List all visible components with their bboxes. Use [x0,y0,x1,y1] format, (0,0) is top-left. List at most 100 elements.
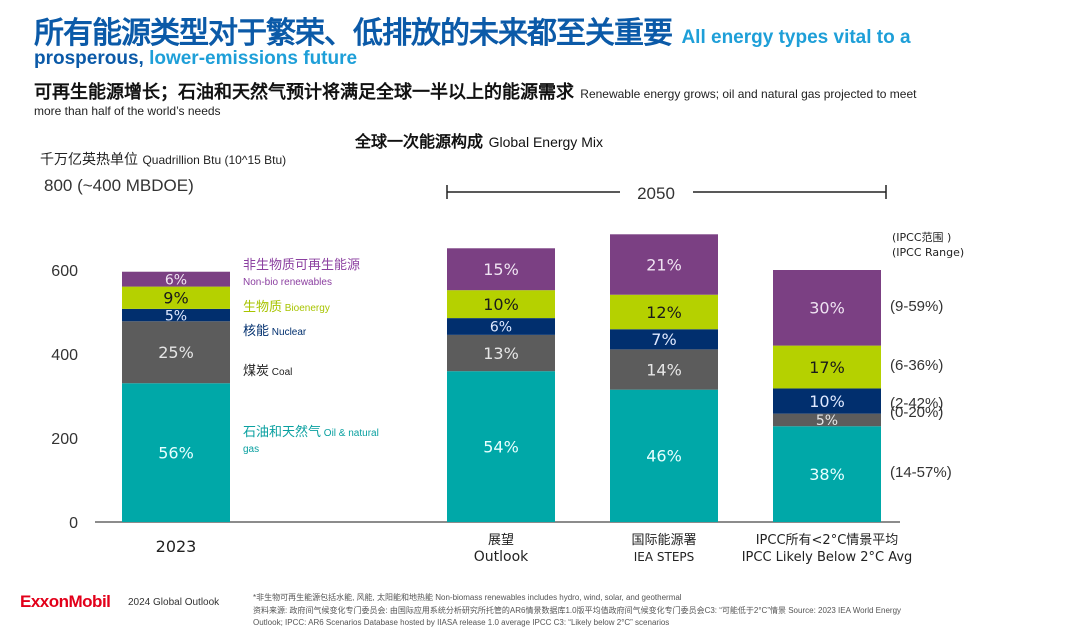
legend-item: 生物质 Bioenergy [243,296,330,315]
legend-label-en: Coal [269,367,293,378]
data-label: 30% [809,299,845,318]
x-category-label: IPCC所有<2°C情景平均 IPCC Likely Below 2°C Avg [737,532,917,566]
bar-segment [122,286,230,309]
data-label: 12% [646,303,682,322]
y-tick-label: 0 [69,515,78,532]
data-label: 15% [483,260,519,279]
data-label: 5% [816,413,838,429]
y-axis-unit-en: Quadrillion Btu (10^15 Btu) [142,153,287,167]
legend-item: 非生物质可再生能源 Non-bio renewables [243,258,383,290]
x-category-cn: IPCC所有<2°C情景平均 [755,533,899,548]
bar-segment [447,248,555,291]
bar-segment [122,383,230,522]
exxonmobil-logo: ExxonMobil [20,592,111,611]
legend-label-cn: 石油和天然气 [243,425,322,440]
subtitle: 可再生能源增长；石油和天然气预计将满足全球一半以上的能源需求 Renewable… [34,78,916,104]
page-title-en: All energy types vital to a [681,27,911,48]
legend-label-en: Oil & natural gas [243,428,379,455]
bar-segment [447,318,555,335]
y-tick-label: 400 [51,347,78,364]
ipcc-range-label: (2-42%) [890,395,944,413]
report-name: 2024 Global Outlook [128,597,220,608]
data-label: 7% [651,330,676,349]
y-axis-unit-cn: 千万亿英热单位 [40,152,138,168]
page-title-en-part-b: lower-emissions future [149,48,358,69]
legend-item: 核能 Nuclear [243,320,306,339]
legend-label-cn: 非生物质可再生能源 [243,258,361,273]
x-category-cn: 展望 [487,533,514,548]
bar-segment [610,349,718,390]
data-label: 56% [158,444,194,463]
bar-segment [122,308,230,322]
legend-label-en: Non-bio renewables [243,277,332,288]
x-category-label: 展望 Outlook [411,532,591,566]
x-category-en: 2023 [155,537,197,556]
footnote-3: Outlook; IPCC: AR6 Scenarios Database ho… [253,618,670,627]
legend-label-cn: 核能 [243,324,270,339]
chart-title-cn: 全球一次能源构成 [355,132,484,151]
data-label: 54% [483,438,519,457]
ipcc-range-label: (14-57%) [890,464,952,482]
legend-item: 石油和天然气 Oil & natural gas [243,425,383,457]
x-category-cn: 国际能源署 [631,533,697,548]
footnote-2: 资料来源: 政府间气候变化专门委员会: 由国际应用系统分析研究所托管的AR6情景… [253,606,902,615]
legend-label-en: Nuclear [269,327,307,338]
data-label: 5% [165,308,187,324]
x-category-label: 国际能源署 IEA STEPS [574,532,754,566]
ipcc-range-label: (6-36%) [890,357,944,375]
data-label: 6% [165,272,187,288]
y-axis-top-label: 800 (~400 MBDOE) [44,176,194,195]
data-label: 46% [646,447,682,466]
subtitle-en: Renewable energy grows; oil and natural … [580,87,917,101]
data-label: 9% [163,289,188,308]
data-label: 6% [490,320,512,336]
x-category-en: IPCC Likely Below 2°C Avg [741,550,913,565]
y-tick-label: 600 [51,263,78,280]
x-category-label: 2023 [86,538,266,555]
page-title: 所有能源类型对于繁荣、低排放的未来都至关重要 All energy types … [34,8,911,52]
footnote-1: *非生物可再生能源包括水能, 风能, 太阳能和地热能 Non-biomass r… [253,593,682,602]
data-label: 10% [483,295,519,314]
ipcc-range-label: (9-59%) [890,297,944,315]
ipcc-range-label: (0-20%) [890,403,944,421]
bar-segment [122,271,230,287]
legend-item: 煤炭 Coal [243,360,292,379]
legend-label-cn: 煤炭 [243,364,270,379]
bar-segment [122,321,230,384]
bar-segment [447,334,555,372]
bar-segment [447,371,555,522]
bar-segment [610,234,718,295]
page-title-en-continued: prosperous, lower-emissions future [34,48,357,70]
data-label: 10% [809,392,845,411]
ipcc-range-header-en: (IPCC Range) [892,246,965,259]
bar-segment [773,426,881,522]
legend-label-cn: 生物质 [243,300,283,315]
data-label: 38% [809,465,845,484]
bar-segment [610,329,718,350]
page-title-en-part-a: prosperous, [34,48,150,69]
y-tick-label: 200 [51,431,78,448]
data-label: 25% [158,343,194,362]
x-category-en: IEA STEPS [633,550,695,564]
bar-segment [773,270,881,346]
data-label: 17% [809,358,845,377]
data-label: 21% [646,255,682,274]
subtitle-en-continued: more than half of the world’s needs [34,104,221,118]
bar-segment [773,345,881,389]
ipcc-range-header-cn: (IPCC范围 ) [892,231,952,244]
bar-segment [610,389,718,522]
data-label: 13% [483,344,519,363]
chart-title-en: Global Energy Mix [488,134,603,150]
page-title-cn: 所有能源类型对于繁荣、低排放的未来都至关重要 [34,16,673,51]
ipcc-range-header: (IPCC范围 ) (IPCC Range) [892,230,964,260]
chart-title: 全球一次能源构成 Global Energy Mix [355,128,603,152]
x-category-en: Outlook [473,549,529,565]
bar-segment [773,413,881,427]
bar-segment [773,388,881,414]
bar-segment [610,294,718,330]
y-axis-unit-label: 千万亿英热单位 Quadrillion Btu (10^15 Btu) [40,149,286,169]
bracket-label: 2050 [637,184,675,203]
bar-segment [447,290,555,319]
legend-label-en: Bioenergy [282,303,330,314]
subtitle-cn: 可再生能源增长；石油和天然气预计将满足全球一半以上的能源需求 [34,82,574,103]
